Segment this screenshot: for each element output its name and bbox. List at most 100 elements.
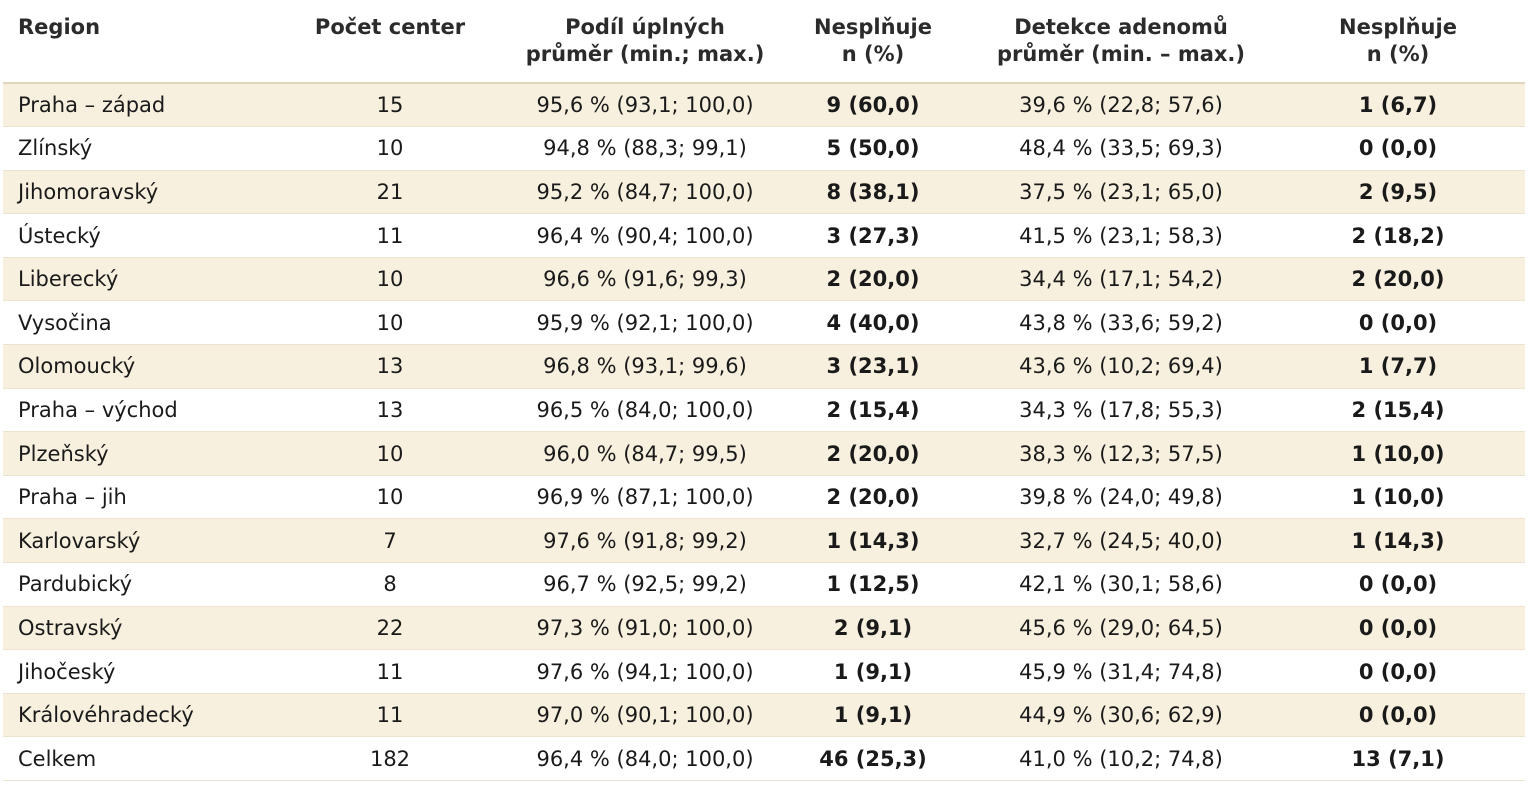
- cell-nok1: 1 (12,5): [775, 562, 971, 607]
- table-row: Pardubický 8 96,7 % (92,5; 99,2) 1 (12,5) 42…: [3, 562, 1525, 607]
- cell-nok2: 13 (7,1): [1271, 736, 1525, 781]
- cell-count: 10: [265, 257, 515, 302]
- header-share: Podíl úplných průměr (min.; max.): [515, 0, 775, 84]
- header-nok2: Nesplňuje n (%): [1271, 0, 1525, 84]
- header-region-label: Region: [18, 15, 101, 39]
- cell-count: 11: [265, 693, 515, 738]
- cell-share: 95,6 % (93,1; 100,0): [515, 83, 775, 128]
- table-row: Praha – západ 15 95,6 % (93,1; 100,0) 9 (60…: [3, 83, 1525, 128]
- header-nok1: Nesplňuje n (%): [775, 0, 971, 84]
- cell-adr: 43,6 % (10,2; 69,4): [971, 344, 1271, 389]
- cell-count: 15: [265, 83, 515, 128]
- cell-region: Praha – jih: [3, 475, 265, 520]
- cell-nok1: 3 (27,3): [775, 213, 971, 258]
- cell-adr: 38,3 % (12,3; 57,5): [971, 431, 1271, 476]
- table-header: Region Počet center Podíl úplných průměr…: [3, 0, 1525, 84]
- table-row: Olomoucký 13 96,8 % (93,1; 99,6) 3 (23,1) 43…: [3, 344, 1525, 389]
- table-body: Praha – západ 15 95,6 % (93,1; 100,0) 9 (60…: [3, 83, 1525, 781]
- cell-nok2: 1 (10,0): [1271, 431, 1525, 476]
- cell-nok1: 2 (20,0): [775, 475, 971, 520]
- cell-nok1: 46 (25,3): [775, 736, 971, 781]
- table-row: Zlínský 10 94,8 % (88,3; 99,1) 5 (50,0) 48,4…: [3, 126, 1525, 171]
- cell-share: 97,6 % (91,8; 99,2): [515, 518, 775, 564]
- header-adr-line1: Detekce adenomů: [1014, 15, 1228, 39]
- cell-adr: 41,0 % (10,2; 74,8): [971, 736, 1271, 781]
- cell-count: 13: [265, 388, 515, 433]
- cell-region: Liberecký: [3, 257, 265, 302]
- cell-count: 21: [265, 170, 515, 215]
- cell-adr: 34,3 % (17,8; 55,3): [971, 388, 1271, 433]
- table-row: Jihočeský 11 97,6 % (94,1; 100,0) 1 (9,1) 45…: [3, 649, 1525, 694]
- cell-share: 97,6 % (94,1; 100,0): [515, 649, 775, 694]
- quality-table: Region Počet center Podíl úplných průměr…: [3, 0, 1525, 781]
- cell-share: 96,4 % (90,4; 100,0): [515, 213, 775, 258]
- cell-nok2: 1 (10,0): [1271, 475, 1525, 520]
- cell-count: 7: [265, 518, 515, 564]
- cell-adr: 42,1 % (30,1; 58,6): [971, 562, 1271, 607]
- cell-nok2: 1 (7,7): [1271, 344, 1525, 389]
- table-row: Královéhradecký 11 97,0 % (90,1; 100,0) 1 (…: [3, 693, 1525, 738]
- cell-adr: 43,8 % (33,6; 59,2): [971, 300, 1271, 346]
- cell-nok1: 5 (50,0): [775, 126, 971, 171]
- cell-nok1: 2 (20,0): [775, 257, 971, 302]
- cell-nok2: 0 (0,0): [1271, 606, 1525, 651]
- cell-share: 95,9 % (92,1; 100,0): [515, 300, 775, 346]
- cell-nok2: 2 (15,4): [1271, 388, 1525, 433]
- header-region: Region: [3, 0, 265, 84]
- cell-count: 10: [265, 300, 515, 346]
- cell-nok1: 3 (23,1): [775, 344, 971, 389]
- cell-nok1: 1 (9,1): [775, 649, 971, 694]
- cell-nok2: 1 (14,3): [1271, 518, 1525, 564]
- header-count-label: Počet center: [314, 15, 466, 39]
- cell-count: 11: [265, 213, 515, 258]
- cell-count: 10: [265, 431, 515, 476]
- cell-nok1: 2 (15,4): [775, 388, 971, 433]
- cell-count: 22: [265, 606, 515, 651]
- header-nok2-line2: n (%): [1366, 42, 1430, 66]
- cell-nok2: 0 (0,0): [1271, 693, 1525, 738]
- cell-share: 94,8 % (88,3; 99,1): [515, 126, 775, 171]
- cell-count: 8: [265, 562, 515, 607]
- table-row: Praha – východ 13 96,5 % (84,0; 100,0) 2 (1…: [3, 388, 1525, 433]
- table-row: Karlovarský 7 97,6 % (91,8; 99,2) 1 (14,3) 3…: [3, 518, 1525, 564]
- cell-region: Plzeňský: [3, 431, 265, 476]
- cell-region: Celkem: [3, 736, 265, 781]
- cell-region: Vysočina: [3, 300, 265, 346]
- cell-count: 10: [265, 126, 515, 171]
- cell-nok1: 9 (60,0): [775, 83, 971, 128]
- cell-nok1: 2 (20,0): [775, 431, 971, 476]
- cell-share: 97,3 % (91,0; 100,0): [515, 606, 775, 651]
- cell-nok2: 1 (6,7): [1271, 83, 1525, 128]
- table-row: Jihomoravský 21 95,2 % (84,7; 100,0) 8 (38,…: [3, 170, 1525, 215]
- cell-share: 96,9 % (87,1; 100,0): [515, 475, 775, 520]
- table-row: Liberecký 10 96,6 % (91,6; 99,3) 2 (20,0) 34…: [3, 257, 1525, 302]
- table-row: Praha – jih 10 96,9 % (87,1; 100,0) 2 (20,0…: [3, 475, 1525, 520]
- cell-nok1: 1 (9,1): [775, 693, 971, 738]
- cell-region: Olomoucký: [3, 344, 265, 389]
- cell-adr: 34,4 % (17,1; 54,2): [971, 257, 1271, 302]
- cell-count: 13: [265, 344, 515, 389]
- cell-nok1: 1 (14,3): [775, 518, 971, 564]
- cell-nok1: 4 (40,0): [775, 300, 971, 346]
- header-adr: Detekce adenomů průměr (min. – max.): [971, 0, 1271, 84]
- cell-nok2: 0 (0,0): [1271, 126, 1525, 171]
- cell-region: Ústecký: [3, 213, 265, 258]
- cell-count: 11: [265, 649, 515, 694]
- cell-share: 96,0 % (84,7; 99,5): [515, 431, 775, 476]
- cell-count: 10: [265, 475, 515, 520]
- cell-adr: 37,5 % (23,1; 65,0): [971, 170, 1271, 215]
- table-row: Vysočina 10 95,9 % (92,1; 100,0) 4 (40,0) 43…: [3, 300, 1525, 346]
- cell-nok1: 2 (9,1): [775, 606, 971, 651]
- cell-adr: 39,8 % (24,0; 49,8): [971, 475, 1271, 520]
- cell-region: Pardubický: [3, 562, 265, 607]
- cell-share: 97,0 % (90,1; 100,0): [515, 693, 775, 738]
- header-nok2-line1: Nesplňuje: [1339, 15, 1457, 39]
- cell-adr: 44,9 % (30,6; 62,9): [971, 693, 1271, 738]
- cell-adr: 45,9 % (31,4; 74,8): [971, 649, 1271, 694]
- header-nok1-line2: n (%): [841, 42, 905, 66]
- cell-share: 96,4 % (84,0; 100,0): [515, 736, 775, 781]
- cell-nok1: 8 (38,1): [775, 170, 971, 215]
- cell-region: Karlovarský: [3, 518, 265, 564]
- cell-share: 96,7 % (92,5; 99,2): [515, 562, 775, 607]
